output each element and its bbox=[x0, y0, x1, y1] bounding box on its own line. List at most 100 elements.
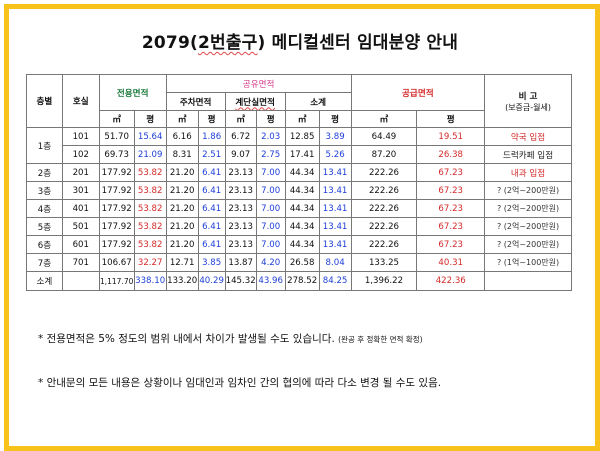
table-row: 1층 101 51.70 15.64 6.16 1.86 6.72 2.03 1… bbox=[26, 127, 572, 164]
total-parking-pyeong: 40.29 bbox=[197, 271, 226, 291]
exclusive-pyeong: 53.82 bbox=[133, 199, 167, 218]
title-prefix: 2079( bbox=[141, 33, 198, 53]
parking-pyeong: 6.41 bbox=[197, 217, 226, 236]
total-exclusive-pyeong: 338.10 bbox=[133, 271, 167, 291]
subtotal-sqm: 17.41 bbox=[284, 145, 320, 164]
parking-pyeong: 3.85 bbox=[197, 253, 226, 272]
exclusive-sqm: 177.92 bbox=[98, 181, 135, 200]
remark-cell: ? (2억~200만원) bbox=[484, 199, 572, 218]
subtotal-pyeong: 5.26 bbox=[318, 145, 352, 164]
floor-cell: 6층 bbox=[26, 235, 63, 254]
supply-pyeong: 67.23 bbox=[416, 217, 486, 236]
title-highlight: 2번출구 bbox=[197, 33, 258, 53]
supply-sqm: 87.20 bbox=[350, 145, 418, 164]
unit-cell: 101 bbox=[61, 127, 100, 146]
parking-sqm: 21.20 bbox=[165, 181, 199, 200]
table-row: 3층 301 177.92 53.82 21.20 6.41 23.13 7.0… bbox=[26, 181, 572, 200]
unit-pyeong: 평 bbox=[416, 110, 486, 128]
header-supply-area: 공급면적 bbox=[350, 74, 486, 111]
subtotal-pyeong: 3.89 bbox=[318, 127, 352, 146]
subtotal-pyeong: 13.41 bbox=[318, 181, 352, 200]
unit-cell: 401 bbox=[61, 199, 100, 218]
remark-cell: 약국 입점 bbox=[484, 127, 572, 146]
header-remarks: 비 고 (보증금-월세) bbox=[484, 74, 572, 128]
exclusive-pyeong: 32.27 bbox=[133, 253, 167, 272]
supply-sqm: 64.49 bbox=[350, 127, 418, 146]
stair-pyeong: 7.00 bbox=[255, 181, 286, 200]
header-parking-area: 주차면적 bbox=[165, 92, 226, 111]
supply-sqm: 222.26 bbox=[350, 163, 418, 182]
subtotal-pyeong: 13.41 bbox=[318, 217, 352, 236]
supply-pyeong: 67.23 bbox=[416, 181, 486, 200]
exclusive-sqm: 177.92 bbox=[98, 199, 135, 218]
remark-cell: 내과 입점 bbox=[484, 163, 572, 182]
exclusive-sqm: 177.92 bbox=[98, 235, 135, 254]
header-remarks-title: 비 고 bbox=[518, 91, 538, 102]
stair-sqm: 9.07 bbox=[224, 145, 257, 164]
exclusive-pyeong: 53.82 bbox=[133, 163, 167, 182]
exclusive-sqm: 177.92 bbox=[98, 217, 135, 236]
stair-sqm: 23.13 bbox=[224, 235, 257, 254]
stair-sqm: 23.13 bbox=[224, 181, 257, 200]
total-exclusive-sqm: 1,117.70 bbox=[98, 271, 135, 291]
total-supply-pyeong: 422.36 bbox=[416, 271, 486, 291]
parking-sqm: 21.20 bbox=[165, 217, 199, 236]
unit-cell: 501 bbox=[61, 217, 100, 236]
header-stair-area-label: 계단실면적 bbox=[235, 97, 275, 108]
remark-cell: ? (2억~200만원) bbox=[484, 217, 572, 236]
stair-sqm: 23.13 bbox=[224, 217, 257, 236]
title-suffix: ) 메디컬센터 임대분양 안내 bbox=[257, 33, 459, 53]
supply-pyeong: 40.31 bbox=[416, 253, 486, 272]
table-row: 102 69.73 21.09 8.31 2.51 9.07 2.75 17.4… bbox=[27, 145, 572, 164]
subtotal-sqm: 44.34 bbox=[284, 235, 320, 254]
remark-cell: ? (2억~200만원) bbox=[484, 235, 572, 254]
exclusive-sqm: 69.73 bbox=[98, 145, 135, 164]
parking-pyeong: 6.41 bbox=[197, 199, 226, 218]
supply-pyeong: 67.23 bbox=[416, 235, 486, 254]
supply-pyeong: 67.23 bbox=[416, 163, 486, 182]
subtotal-sqm: 44.34 bbox=[284, 217, 320, 236]
unit-pyeong: 평 bbox=[255, 110, 286, 128]
total-parking-sqm: 133.20 bbox=[165, 271, 199, 291]
unit-sqm: ㎡ bbox=[350, 110, 418, 128]
note-subject-to-change: * 안내문의 모든 내용은 상황이나 임대인과 임차인 간의 협의에 따라 다소… bbox=[38, 375, 441, 390]
stair-pyeong: 7.00 bbox=[255, 163, 286, 182]
stair-sqm: 13.87 bbox=[224, 253, 257, 272]
supply-sqm: 222.26 bbox=[350, 217, 418, 236]
subtotal-sqm: 44.34 bbox=[284, 181, 320, 200]
supply-pyeong: 26.38 bbox=[416, 145, 486, 164]
total-subtotal-sqm: 278.52 bbox=[284, 271, 320, 291]
header-subtotal: 소계 bbox=[284, 92, 352, 111]
total-unit-cell bbox=[61, 271, 100, 291]
remark-cell: 드럭카페 입점 bbox=[484, 145, 572, 164]
parking-pyeong: 2.51 bbox=[197, 145, 226, 164]
unit-cell: 102 bbox=[61, 145, 100, 164]
header-unit: 호실 bbox=[61, 74, 100, 128]
supply-pyeong: 67.23 bbox=[416, 199, 486, 218]
supply-sqm: 222.26 bbox=[350, 199, 418, 218]
floor-cell: 7층 bbox=[26, 253, 63, 272]
total-label: 소계 bbox=[26, 271, 63, 291]
stair-sqm: 23.13 bbox=[224, 163, 257, 182]
parking-sqm: 21.20 bbox=[165, 163, 199, 182]
stair-pyeong: 4.20 bbox=[255, 253, 286, 272]
supply-sqm: 222.26 bbox=[350, 235, 418, 254]
note-area-variance-text: * 전용면적은 5% 정도의 범위 내에서 차이가 발생될 수도 있습니다. bbox=[38, 333, 335, 345]
page-title: 2079(2번출구) 메디컬센터 임대분양 안내 bbox=[0, 28, 600, 53]
exclusive-sqm: 51.70 bbox=[98, 127, 135, 146]
exclusive-sqm: 177.92 bbox=[98, 163, 135, 182]
unit-sqm: ㎡ bbox=[224, 110, 257, 128]
stair-pyeong: 2.75 bbox=[255, 145, 286, 164]
exclusive-sqm: 106.67 bbox=[98, 253, 135, 272]
supply-sqm: 133.25 bbox=[350, 253, 418, 272]
total-row: 소계 1,117.70 338.10 133.20 40.29 145.32 4… bbox=[26, 271, 572, 291]
subtotal-pyeong: 8.04 bbox=[318, 253, 352, 272]
unit-sqm: ㎡ bbox=[284, 110, 320, 128]
table-row: 7층 701 106.67 32.27 12.71 3.85 13.87 4.2… bbox=[26, 253, 572, 272]
header-remarks-sub: (보증금-월세) bbox=[505, 102, 552, 112]
remark-cell: ? (1억~100만원) bbox=[484, 253, 572, 272]
stair-pyeong: 2.03 bbox=[255, 127, 286, 146]
exclusive-pyeong: 21.09 bbox=[133, 145, 167, 164]
unit-pyeong: 평 bbox=[318, 110, 352, 128]
subtotal-sqm: 44.34 bbox=[284, 163, 320, 182]
